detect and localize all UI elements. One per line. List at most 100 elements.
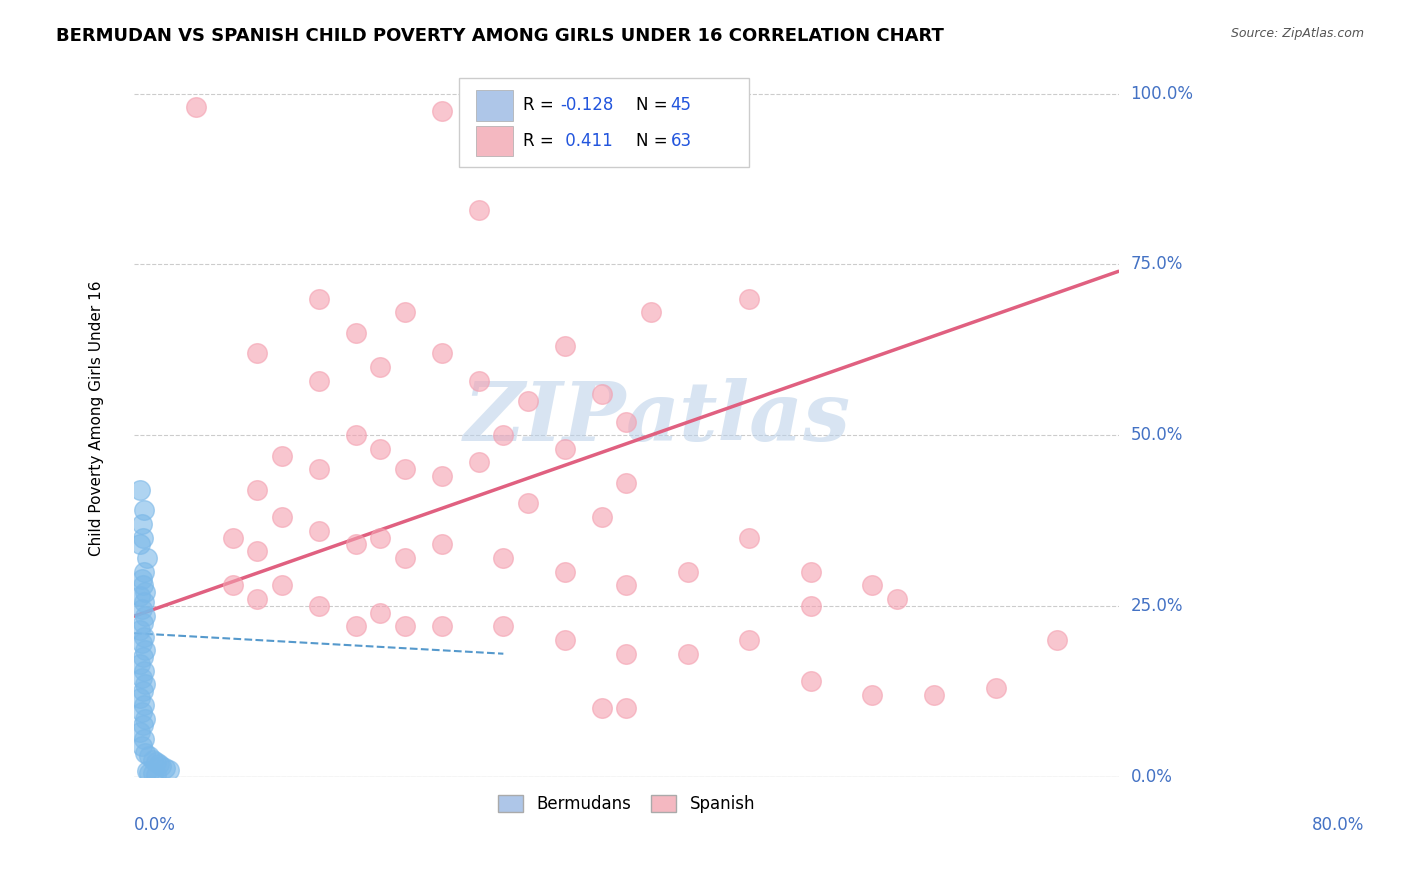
Text: 63: 63: [671, 132, 692, 150]
Point: [148, 757, 170, 772]
Text: BERMUDAN VS SPANISH CHILD POVERTY AMONG GIRLS UNDER 16 CORRELATION CHART: BERMUDAN VS SPANISH CHILD POVERTY AMONG …: [56, 27, 943, 45]
Text: 50.0%: 50.0%: [1130, 426, 1182, 444]
Point: [430, 346, 453, 360]
Text: 80.0%: 80.0%: [1312, 816, 1365, 834]
Point: [134, 643, 156, 657]
Point: [129, 657, 152, 671]
Point: [132, 615, 155, 630]
Point: [132, 698, 155, 712]
Point: [246, 483, 269, 497]
Point: [984, 681, 1007, 695]
Point: [554, 442, 576, 456]
Point: [676, 565, 699, 579]
Point: [184, 100, 207, 114]
FancyBboxPatch shape: [458, 78, 749, 167]
Point: [138, 749, 160, 764]
Point: [344, 537, 367, 551]
Point: [616, 415, 638, 429]
Text: N =: N =: [637, 132, 673, 150]
Point: [591, 387, 613, 401]
Point: [430, 537, 453, 551]
Point: [344, 619, 367, 633]
Point: [221, 531, 243, 545]
Point: [554, 339, 576, 353]
Point: [270, 578, 292, 592]
Point: [344, 428, 367, 442]
Point: [394, 551, 416, 566]
Point: [616, 475, 638, 490]
Legend: Bermudans, Spanish: Bermudans, Spanish: [491, 789, 762, 820]
Point: [368, 531, 391, 545]
Point: [129, 623, 152, 637]
Point: [467, 374, 489, 388]
Point: [591, 510, 613, 524]
Text: 25.0%: 25.0%: [1130, 597, 1182, 615]
Point: [344, 326, 367, 340]
Text: 45: 45: [671, 95, 692, 114]
Point: [886, 592, 908, 607]
Point: [308, 599, 330, 613]
Point: [394, 305, 416, 319]
Point: [308, 462, 330, 476]
Text: Child Poverty Among Girls Under 16: Child Poverty Among Girls Under 16: [90, 280, 104, 556]
Point: [616, 578, 638, 592]
Point: [517, 103, 540, 118]
Point: [131, 516, 153, 531]
Text: 100.0%: 100.0%: [1130, 85, 1194, 103]
Point: [132, 650, 155, 665]
Point: [132, 595, 155, 609]
Point: [554, 565, 576, 579]
Text: ZIP: ZIP: [464, 378, 627, 458]
Point: [132, 531, 155, 545]
Point: [308, 374, 330, 388]
Point: [132, 630, 155, 644]
Text: R =: R =: [523, 95, 560, 114]
Point: [142, 753, 165, 767]
Point: [430, 103, 453, 118]
Point: [131, 602, 153, 616]
Point: [492, 619, 515, 633]
Point: [132, 578, 155, 592]
Point: [616, 701, 638, 715]
Point: [131, 636, 153, 650]
Point: [145, 755, 167, 769]
Point: [554, 633, 576, 648]
Point: [394, 462, 416, 476]
Point: [134, 712, 156, 726]
Point: [738, 531, 761, 545]
Point: [676, 647, 699, 661]
Point: [138, 765, 160, 780]
Text: Source: ZipAtlas.com: Source: ZipAtlas.com: [1230, 27, 1364, 40]
Text: 0.0%: 0.0%: [134, 816, 176, 834]
Point: [129, 589, 152, 603]
Point: [270, 510, 292, 524]
Bar: [475, 90, 513, 120]
Point: [308, 292, 330, 306]
Point: [134, 746, 156, 760]
Point: [134, 585, 156, 599]
Point: [135, 764, 157, 779]
Point: [430, 619, 453, 633]
Point: [467, 202, 489, 217]
Point: [800, 599, 823, 613]
Point: [131, 572, 153, 586]
Text: 75.0%: 75.0%: [1130, 255, 1182, 274]
Text: -0.128: -0.128: [561, 95, 614, 114]
Point: [640, 305, 662, 319]
Point: [132, 684, 155, 698]
Point: [129, 537, 152, 551]
Point: [467, 455, 489, 469]
Point: [153, 761, 176, 775]
Point: [492, 103, 515, 118]
Point: [616, 647, 638, 661]
Point: [368, 606, 391, 620]
Point: [862, 688, 884, 702]
Point: [129, 483, 152, 497]
Text: R =: R =: [523, 132, 560, 150]
Point: [132, 718, 155, 732]
Point: [150, 759, 173, 773]
Point: [132, 732, 155, 747]
Text: N =: N =: [637, 95, 673, 114]
Point: [142, 766, 165, 780]
Point: [129, 725, 152, 739]
